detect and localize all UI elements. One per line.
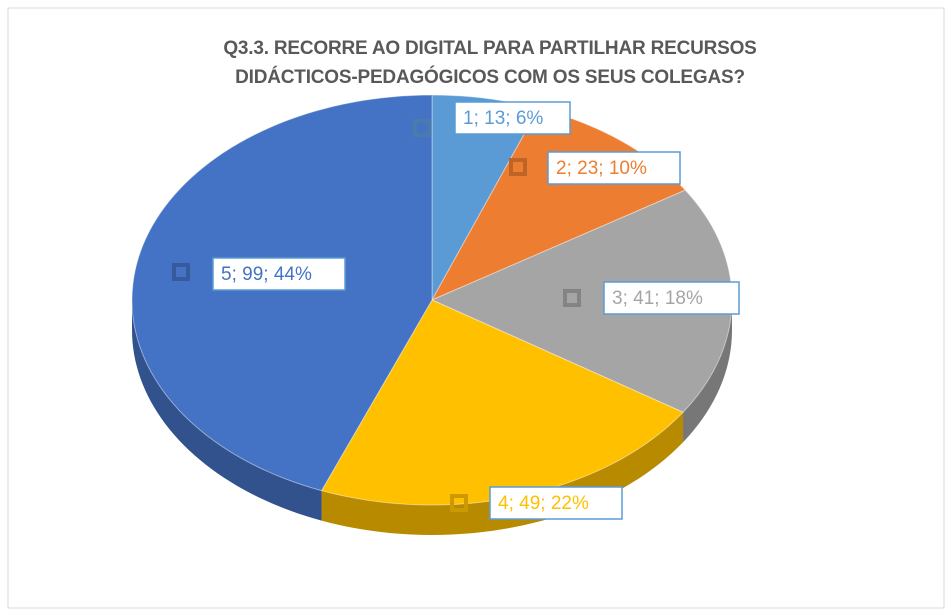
data-label: 3; 41; 18% (612, 288, 703, 309)
label-marker (509, 158, 527, 176)
labels: 1; 13; 6% 2; 23; 10% 3; 41; 18% 4; 49; 22% 5… (172, 101, 740, 520)
data-label: 4; 49; 22% (498, 493, 589, 514)
pie-side (683, 300, 732, 443)
label-box (489, 486, 623, 520)
pie-side (132, 300, 322, 521)
label-box (603, 281, 740, 315)
data-label: 1; 13; 6% (463, 108, 543, 129)
label-marker (172, 263, 190, 281)
label-marker (450, 494, 468, 512)
chart-title: Q3.3. RECORRE AO DIGITAL PARA PARTILHAR … (223, 38, 757, 88)
label-marker (563, 289, 581, 307)
data-label: 5; 99; 44% (221, 264, 312, 285)
label-box (454, 101, 571, 135)
label-box (547, 151, 681, 185)
label-box (212, 257, 346, 291)
data-label: 2; 23; 10% (556, 158, 647, 179)
label-marker (413, 119, 431, 137)
pie-slice (131, 94, 433, 492)
pie (131, 94, 733, 535)
